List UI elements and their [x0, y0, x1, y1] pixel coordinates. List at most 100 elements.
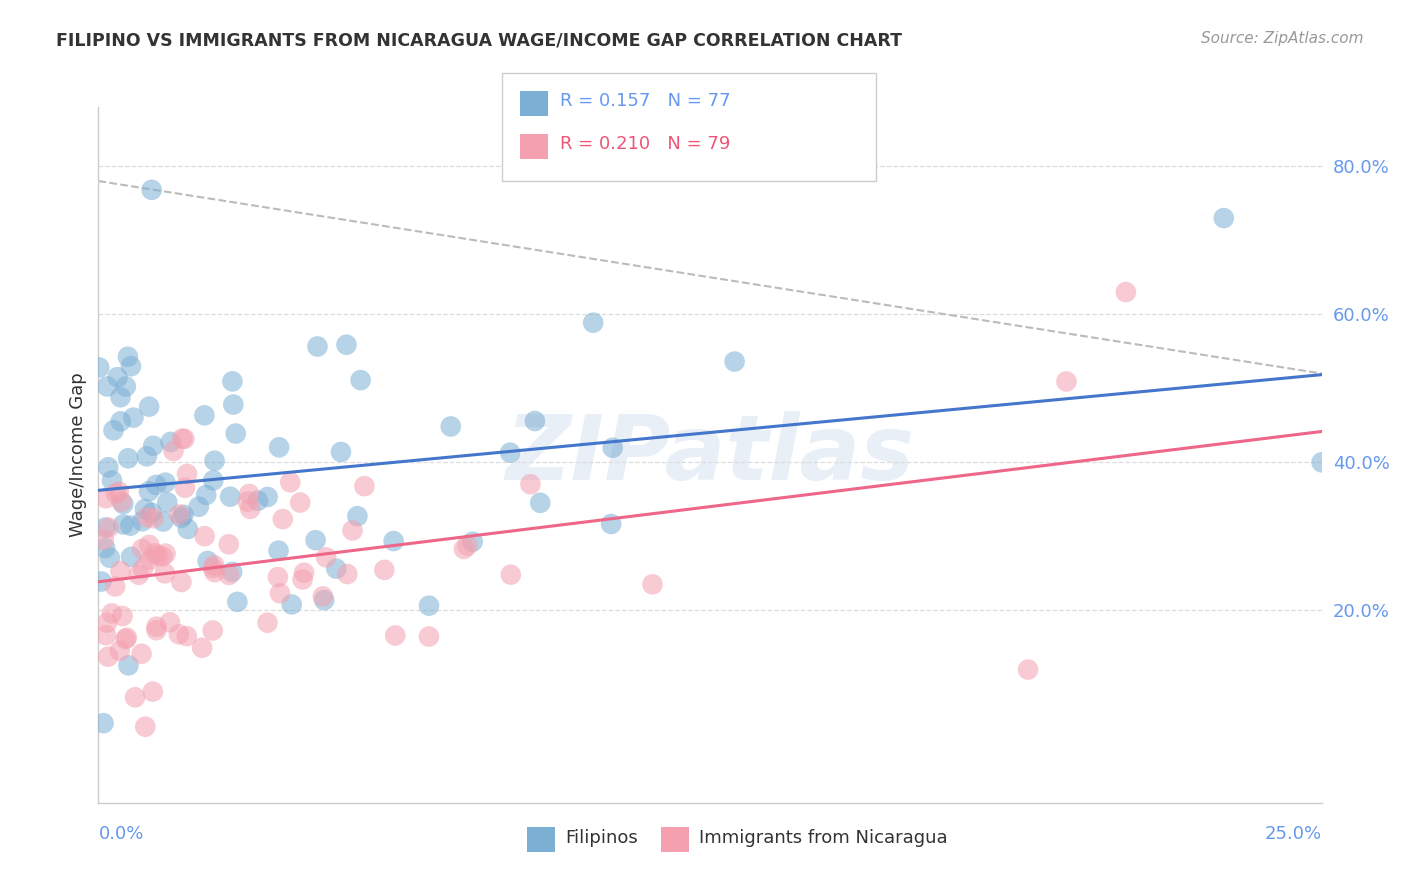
Point [101, 607, 124, 621]
Point [141, 506, 163, 520]
Point [138, 538, 160, 552]
Point [142, 511, 165, 525]
Point [600, 516, 623, 531]
Point [418, 630, 440, 644]
Point [1017, 663, 1039, 677]
Point [134, 502, 156, 516]
Point [155, 547, 177, 561]
Point [204, 454, 226, 468]
Point [174, 481, 197, 495]
Point [238, 487, 260, 501]
Point [115, 631, 138, 645]
Point [191, 640, 214, 655]
Point [204, 566, 226, 580]
Point [312, 590, 335, 604]
Point [103, 423, 125, 437]
Point [225, 426, 247, 441]
Point [131, 541, 153, 556]
Point [269, 440, 291, 454]
Point [104, 579, 127, 593]
Point [218, 568, 240, 582]
Point [143, 546, 166, 560]
Point [256, 490, 278, 504]
Point [159, 615, 181, 630]
Point [172, 432, 194, 446]
Point [523, 414, 546, 428]
Point [315, 550, 337, 565]
Point [97, 520, 120, 534]
Point [112, 517, 135, 532]
Point [110, 414, 132, 428]
Point [723, 354, 745, 368]
Point [145, 478, 167, 492]
Point [135, 450, 157, 464]
Point [221, 375, 243, 389]
Point [150, 549, 173, 564]
Point [162, 444, 184, 458]
Point [115, 379, 138, 393]
Point [461, 534, 484, 549]
Point [440, 419, 463, 434]
Point [197, 554, 219, 568]
Point [457, 539, 479, 553]
Point [201, 624, 224, 638]
Point [145, 619, 167, 633]
Text: ZIPatlas: ZIPatlas [506, 411, 914, 499]
Point [167, 508, 190, 522]
Point [98, 550, 121, 565]
Point [97, 460, 120, 475]
Point [138, 484, 160, 499]
Text: FILIPINO VS IMMIGRANTS FROM NICARAGUA WAGE/INCOME GAP CORRELATION CHART: FILIPINO VS IMMIGRANTS FROM NICARAGUA WA… [56, 31, 903, 49]
Point [111, 609, 134, 624]
Point [1115, 285, 1137, 299]
Point [602, 441, 624, 455]
Point [142, 684, 165, 698]
Point [176, 629, 198, 643]
Point [128, 567, 150, 582]
Point [335, 337, 357, 351]
Point [94, 541, 117, 555]
Point [124, 690, 146, 705]
Point [239, 501, 262, 516]
Point [221, 565, 243, 579]
Point [236, 494, 259, 508]
Point [134, 720, 156, 734]
Point [342, 524, 364, 538]
Point [112, 497, 135, 511]
Point [269, 586, 291, 600]
Point [97, 649, 120, 664]
Point [307, 339, 329, 353]
Point [453, 541, 475, 556]
Point [173, 432, 195, 446]
Point [139, 553, 162, 567]
Point [94, 628, 117, 642]
Point [104, 486, 127, 500]
Text: R = 0.157   N = 77: R = 0.157 N = 77 [560, 92, 730, 110]
Point [167, 627, 190, 641]
Point [173, 508, 195, 522]
Point [346, 509, 368, 524]
Point [194, 529, 217, 543]
Point [288, 495, 311, 509]
Point [131, 514, 153, 528]
Point [187, 500, 209, 514]
Point [90, 574, 112, 589]
Point [246, 493, 269, 508]
Point [195, 488, 218, 502]
Point [117, 451, 139, 466]
Point [135, 510, 157, 524]
Point [131, 647, 153, 661]
Text: 0.0%: 0.0% [98, 825, 143, 843]
Point [529, 496, 551, 510]
Point [384, 628, 406, 642]
Point [226, 595, 249, 609]
Point [267, 543, 290, 558]
Point [271, 512, 294, 526]
Text: 25.0%: 25.0% [1264, 825, 1322, 843]
Point [418, 599, 440, 613]
Point [280, 598, 302, 612]
Point [120, 549, 142, 564]
Point [101, 474, 124, 488]
Point [107, 484, 129, 499]
Point [373, 563, 395, 577]
